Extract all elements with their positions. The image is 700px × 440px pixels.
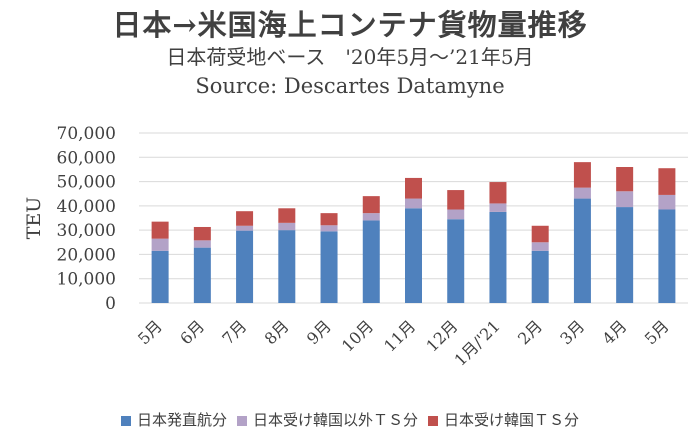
bar-segment-3 bbox=[236, 211, 254, 226]
stacked-bar-chart: 0 10,000 20,000 30,000 40,000 50,000 60,000 70,… bbox=[23, 124, 688, 370]
legend-label: 日本受け韓国以外ＴＳ分 bbox=[252, 411, 418, 429]
x-tick-label: 3月 bbox=[556, 316, 588, 348]
bar-segment-3 bbox=[658, 168, 676, 195]
bar-segment-1 bbox=[447, 219, 465, 303]
x-tick-label: 6月 bbox=[176, 316, 208, 348]
bar-segment-1 bbox=[151, 250, 169, 303]
chart-subtitle: 日本荷受地ベース '20年5月～’21年5月 bbox=[166, 45, 534, 69]
bar-segment-1 bbox=[193, 247, 211, 303]
chart-title: 日本→米国海上コンテナ貨物量推移 bbox=[112, 8, 588, 42]
bar-segment-2 bbox=[236, 225, 254, 231]
bar-segment-2 bbox=[573, 187, 591, 199]
bar-segment-3 bbox=[151, 221, 169, 239]
x-tick-label: 4月 bbox=[599, 316, 631, 348]
legend-label: 日本受け韓国ＴＳ分 bbox=[444, 411, 580, 429]
x-tick-label: 2月 bbox=[514, 316, 546, 348]
legend-swatch bbox=[428, 416, 438, 426]
bar-segment-3 bbox=[193, 226, 211, 241]
x-tick-label: 1月/'21 bbox=[451, 316, 504, 369]
bar-segment-2 bbox=[278, 222, 296, 231]
bar-segment-2 bbox=[616, 191, 634, 208]
legend-item: 日本発直航分 bbox=[120, 409, 227, 430]
bar-segment-2 bbox=[531, 242, 549, 251]
y-tick-label: 40,000 bbox=[57, 197, 116, 217]
bar-segment-3 bbox=[320, 213, 338, 226]
bar-segment-1 bbox=[616, 207, 634, 303]
y-tick-label: 0 bbox=[105, 294, 116, 314]
y-tick-label: 30,000 bbox=[57, 221, 116, 241]
legend-item: 日本受け韓国ＴＳ分 bbox=[428, 409, 579, 430]
bar-segment-2 bbox=[151, 238, 169, 251]
legend-label: 日本発直航分 bbox=[136, 411, 227, 429]
bar-segment-2 bbox=[658, 194, 676, 210]
bar-segment-1 bbox=[658, 209, 676, 303]
x-tick-label: 9月 bbox=[303, 316, 335, 348]
legend-swatch bbox=[236, 416, 247, 426]
x-tick-label: 10月 bbox=[338, 316, 377, 355]
bar-segment-3 bbox=[616, 167, 634, 192]
y-axis-label: TEU bbox=[23, 197, 45, 240]
bar-segment-3 bbox=[531, 225, 549, 243]
bar-segment-2 bbox=[447, 209, 465, 220]
x-tick-label: 8月 bbox=[261, 316, 293, 348]
legend-item: 日本受け韓国以外ＴＳ分 bbox=[236, 409, 418, 430]
bar-segment-3 bbox=[278, 208, 296, 223]
bar-segment-1 bbox=[531, 250, 549, 303]
y-tick-label: 10,000 bbox=[57, 270, 116, 290]
bar-segment-3 bbox=[447, 190, 465, 210]
chart-legend: 日本発直航分 日本受け韓国以外ＴＳ分 日本受け韓国ＴＳ分 bbox=[0, 409, 700, 430]
bar-segment-3 bbox=[362, 196, 380, 214]
x-tick-label: 5月 bbox=[641, 316, 673, 348]
bar-segment-3 bbox=[405, 177, 422, 199]
x-tick-label: 11月 bbox=[380, 316, 419, 355]
y-tick-label: 60,000 bbox=[57, 148, 116, 168]
bar-segment-1 bbox=[278, 230, 296, 303]
bar-segment-2 bbox=[193, 240, 211, 248]
bar-segment-1 bbox=[573, 198, 591, 303]
y-tick-label: 70,000 bbox=[57, 124, 116, 144]
bar-segment-1 bbox=[362, 220, 380, 303]
legend-swatch bbox=[120, 416, 131, 426]
x-tick-label: 7月 bbox=[218, 316, 250, 348]
bar-segment-2 bbox=[362, 213, 380, 221]
chart-source: Source: Descartes Datamyne bbox=[195, 74, 505, 98]
bar-segment-2 bbox=[320, 225, 338, 232]
bar-segment-1 bbox=[405, 208, 422, 303]
y-tick-label: 50,000 bbox=[57, 173, 116, 193]
bar-segment-1 bbox=[320, 231, 338, 303]
bar-segment-1 bbox=[236, 230, 254, 303]
y-tick-label: 20,000 bbox=[57, 245, 116, 265]
bar-segment-2 bbox=[489, 203, 507, 212]
bar-segment-3 bbox=[573, 162, 591, 188]
x-tick-label: 5月 bbox=[134, 316, 166, 348]
bar-segment-2 bbox=[405, 198, 422, 209]
bar-segment-3 bbox=[489, 182, 507, 204]
bar-segment-1 bbox=[489, 211, 507, 303]
